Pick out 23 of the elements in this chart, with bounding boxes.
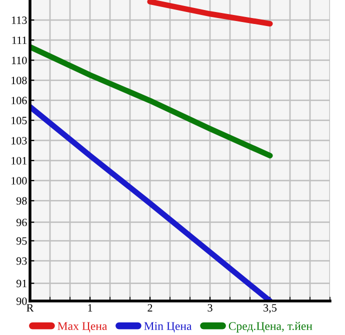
x-tick-label: 1 [88, 304, 92, 312]
y-tick-label: 106 [12, 96, 27, 104]
y-tick-label: 98 [16, 197, 27, 205]
y-tick-label: 91 [16, 280, 27, 288]
x-tick-label: R [26, 304, 34, 312]
legend-label: Max Цена [58, 322, 108, 332]
y-tick-label: 108 [12, 76, 27, 84]
y-tick-label: 95 [16, 237, 27, 245]
x-tick-label: 2 [148, 304, 152, 312]
y-tick-label: 100 [12, 177, 27, 185]
y-tick-label: 101 [12, 156, 27, 164]
y-tick-label: 90 [16, 297, 27, 305]
y-tick-label: 93 [16, 257, 27, 265]
x-tick-label: 3 [208, 304, 212, 312]
y-tick-label: 113 [12, 16, 27, 24]
y-tick-label: 111 [12, 36, 27, 44]
y-tick-label: 96 [16, 218, 27, 226]
y-tick-label: 105 [12, 116, 27, 124]
y-tick-label: 103 [12, 136, 27, 144]
legend-label: Min Цена [144, 322, 192, 332]
y-tick-label: 110 [12, 56, 27, 64]
x-tick-label: 3,5 [264, 304, 277, 314]
legend-label: Сред.Цена, т.йен [228, 322, 312, 332]
